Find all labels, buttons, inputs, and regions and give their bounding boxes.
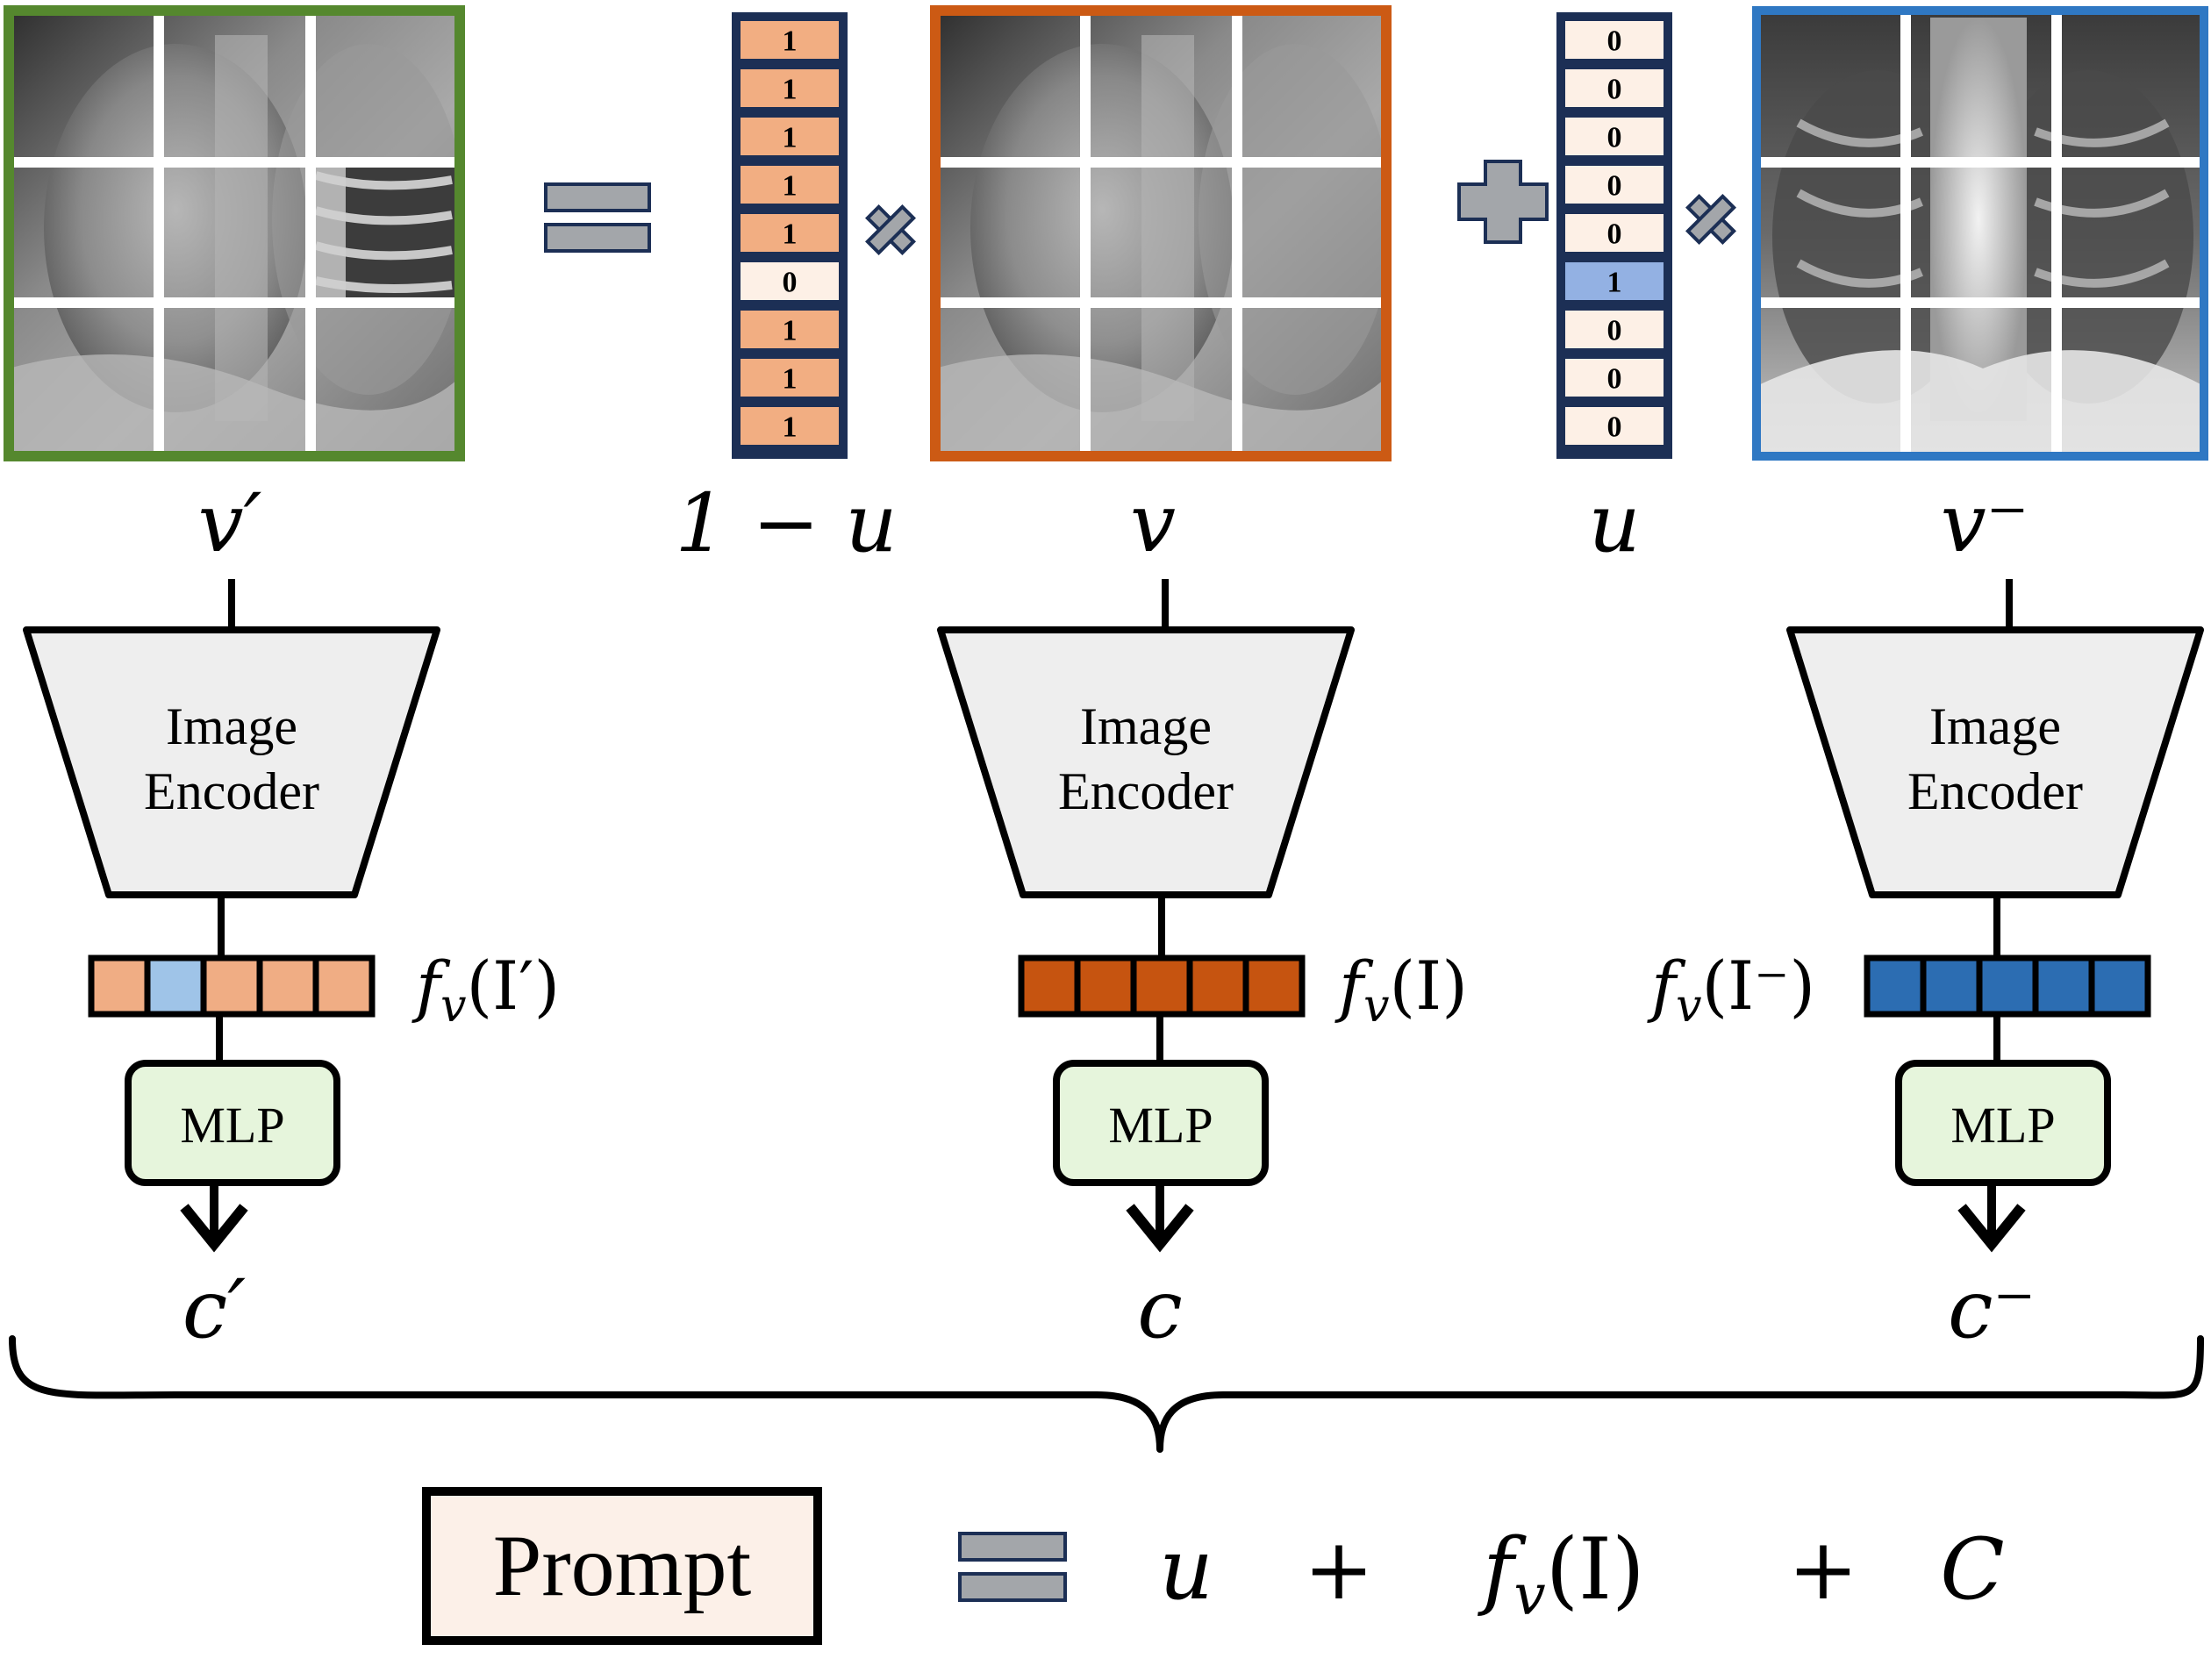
mask-u-cell	[1565, 407, 1664, 445]
mask-one-minus-u-value: 1	[783, 122, 798, 154]
image-encoder-left	[23, 626, 440, 898]
mask-one-minus-u-value: 1	[783, 74, 798, 106]
image-v-prime	[4, 5, 465, 461]
times-icon	[1685, 194, 1736, 245]
equals-sign-bottom	[958, 1532, 1067, 1602]
mask-u-value: 0	[1607, 74, 1622, 106]
image-v	[930, 5, 1392, 461]
mask-u-value: 1	[1607, 267, 1622, 299]
mask-u-value: 0	[1607, 170, 1622, 203]
mask-u-cell	[1565, 214, 1664, 252]
mlp-box-left	[125, 1060, 340, 1186]
mask-one-minus-u-value: 1	[783, 25, 798, 58]
mask-one-minus-u-cell	[741, 407, 839, 445]
arrow-down-icon	[1957, 1204, 2026, 1253]
encoder-line1: Image	[1929, 697, 2061, 755]
arrow-down-icon	[180, 1204, 248, 1253]
branch-right: Image Encoder fv(I⁻) MLP c⁻	[1647, 579, 2204, 1356]
mask-one-minus-u-value: 1	[783, 218, 798, 251]
mask-one-minus-u-value: 1	[783, 315, 798, 347]
mask-one-minus-u-value: 1	[783, 411, 798, 444]
mask-one-minus-u-value: 0	[783, 267, 798, 299]
mask-u-cell	[1565, 118, 1664, 155]
label-c: c	[1137, 1262, 1183, 1356]
mask-u-cell	[1565, 311, 1664, 348]
mask-one-minus-u-value: 1	[783, 170, 798, 203]
mask-one-minus-u: 1 1 1 1 1 0 1 1 1	[732, 12, 848, 459]
label-v: v	[1130, 476, 1176, 570]
curly-brace	[9, 1335, 2204, 1453]
mask-u-cell	[1565, 262, 1664, 300]
mask-u-value: 0	[1607, 218, 1622, 251]
mask-u-value: 0	[1607, 25, 1622, 58]
label-one-minus-u: 1 − u	[675, 476, 897, 570]
equals-sign-top	[544, 182, 651, 253]
feature-vector-middle	[1018, 954, 1306, 1018]
encoder-line1: Image	[1080, 697, 1212, 755]
feature-label-right: fv(I⁻)	[1647, 947, 1815, 1033]
prompt-box	[422, 1487, 822, 1645]
mask-one-minus-u-cell	[741, 262, 839, 300]
mask-u-cell	[1565, 166, 1664, 204]
frame-green	[4, 5, 465, 461]
branch-middle: Image Encoder fv(I) MLP c	[937, 579, 1468, 1356]
mask-u-cell	[1565, 21, 1664, 59]
prompt-term-u: u	[1159, 1520, 1213, 1619]
mask-u-value: 0	[1607, 122, 1622, 154]
mask-one-minus-u-cell	[741, 166, 839, 204]
plus-icon	[1457, 160, 1549, 244]
mask-u-value: 0	[1607, 315, 1622, 347]
frame-orange	[930, 5, 1392, 461]
encoder-line1: Image	[166, 697, 297, 755]
image-encoder-middle	[937, 626, 1355, 898]
encoder-line2: Encoder	[144, 762, 319, 820]
mask-one-minus-u-cell	[741, 214, 839, 252]
label-u: u	[1588, 476, 1640, 570]
arrow-down-icon	[1126, 1204, 1194, 1253]
prompt-plus-2: +	[1788, 1520, 1858, 1619]
mask-u-cell	[1565, 359, 1664, 397]
label-c-prime: c′	[182, 1262, 247, 1356]
prompt-term-f: fv(I)	[1478, 1520, 1645, 1628]
mask-u-value: 0	[1607, 363, 1622, 396]
mask-u: 0 0 0 0 0 1 0 0 0	[1556, 12, 1672, 459]
mask-one-minus-u-cell	[741, 311, 839, 348]
feature-vector-right	[1864, 954, 2151, 1018]
mask-u-value: 0	[1607, 411, 1622, 444]
feature-label-middle: fv(I)	[1334, 947, 1468, 1033]
mask-one-minus-u-value: 1	[783, 363, 798, 396]
encoder-line2: Encoder	[1907, 762, 2083, 820]
label-v-minus: v⁻	[1941, 476, 2029, 570]
mlp-box-right	[1895, 1060, 2111, 1186]
prompt-label: Prompt	[493, 1517, 752, 1614]
mlp-label-middle: MLP	[1108, 1097, 1213, 1154]
prompt-term-c: C	[1940, 1520, 2004, 1619]
branch-left: Image Encoder fv(I′) MLP c′	[23, 579, 560, 1356]
frame-blue	[1752, 6, 2208, 461]
encoder-line2: Encoder	[1058, 762, 1234, 820]
times-icon	[865, 204, 916, 255]
prompt-plus-1: +	[1304, 1520, 1374, 1619]
mask-one-minus-u-cell	[741, 21, 839, 59]
mask-one-minus-u-cell	[741, 118, 839, 155]
image-v-minus	[1752, 6, 2208, 461]
image-encoder-right	[1786, 626, 2204, 898]
label-v-prime: v′	[198, 476, 262, 570]
feature-label-left: fv(I′)	[411, 947, 560, 1033]
label-c-minus: c⁻	[1948, 1262, 2036, 1356]
mask-one-minus-u-cell	[741, 359, 839, 397]
mlp-label-right: MLP	[1950, 1097, 2055, 1154]
mask-one-minus-u-cell	[741, 69, 839, 107]
mlp-label-left: MLP	[180, 1097, 284, 1154]
feature-vector-left	[88, 954, 376, 1018]
mask-u-cell	[1565, 69, 1664, 107]
